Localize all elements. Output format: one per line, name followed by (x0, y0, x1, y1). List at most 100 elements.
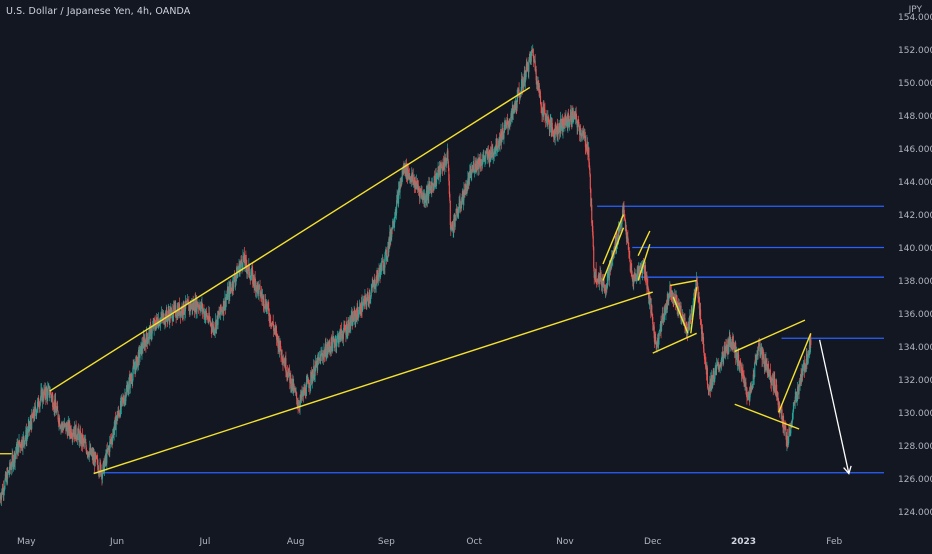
candle-body (646, 274, 648, 289)
candle-body (299, 400, 301, 408)
candle-body (279, 340, 282, 350)
currency-unit-label: JPY (908, 5, 922, 15)
candle-body (528, 59, 530, 73)
candle-body (442, 162, 445, 170)
candle-body (129, 375, 131, 388)
candle-body (629, 258, 631, 262)
candle-body (371, 288, 373, 291)
candle-body (139, 346, 142, 354)
candle-body (354, 310, 356, 313)
candle-body (202, 310, 204, 312)
candle-body (275, 330, 277, 332)
candle-body (281, 350, 283, 360)
candle-body (386, 255, 388, 259)
candle-body (581, 132, 584, 134)
candle-body (379, 268, 381, 272)
candle-body (72, 434, 74, 438)
price-axis[interactable]: 124.000 126.000 128.000 130.000 132.000 134.0… (884, 0, 932, 550)
candle-body (558, 126, 560, 134)
candle-body (45, 389, 47, 399)
candle-body (190, 306, 192, 310)
candle-body (564, 115, 566, 118)
candle-body (627, 242, 629, 250)
candle-body (378, 273, 380, 280)
candle-body (444, 157, 446, 162)
candle-body (658, 331, 660, 339)
candle-body (801, 368, 803, 383)
candle-body (773, 387, 775, 389)
candle-body (720, 358, 723, 366)
candle-body (400, 177, 402, 187)
candle-body (517, 91, 519, 95)
candle-body (174, 305, 176, 309)
candle-body (329, 345, 331, 350)
time-axis-bg (0, 528, 932, 550)
candle-body (29, 425, 31, 429)
candle-body (434, 182, 436, 186)
candle-body (760, 348, 762, 355)
candle-body (187, 300, 189, 303)
candle-body (700, 324, 702, 326)
candle-body (161, 313, 163, 316)
candle-body (258, 285, 260, 294)
candle-body (115, 421, 117, 431)
candle-body (384, 251, 386, 255)
candle-body (175, 316, 177, 318)
candle-body (126, 387, 128, 390)
candle-body (483, 155, 485, 158)
candle-body (213, 326, 215, 334)
candle-body (544, 109, 546, 116)
candle-body (199, 306, 202, 311)
candle-body (471, 169, 473, 175)
candle-body (172, 316, 174, 320)
candle-body (808, 354, 810, 357)
candle-body (147, 340, 149, 343)
candle-body (103, 463, 105, 473)
candle-body (210, 322, 212, 328)
candle-body (52, 395, 54, 408)
candle-body (355, 314, 357, 317)
candle-body (85, 447, 87, 453)
candle-body (346, 324, 348, 336)
candle-body (662, 314, 664, 317)
candle-body (297, 404, 299, 408)
candle-body (661, 318, 663, 323)
candle-body (56, 409, 58, 413)
candle-body (557, 123, 559, 136)
time-axis[interactable]: May Jun Jul Aug Sep Oct Nov Dec 2023 Feb (0, 528, 932, 550)
candle-body (597, 279, 599, 281)
candle-body (385, 249, 387, 260)
candle-body (344, 325, 346, 330)
candle-body (543, 104, 545, 109)
candle-body (443, 158, 445, 170)
candle-body (319, 354, 322, 364)
candle-body (247, 265, 249, 271)
candle-body (77, 428, 80, 434)
candle-body (336, 342, 338, 347)
candle-body (528, 56, 530, 60)
candle-body (101, 474, 104, 479)
candle-body (332, 336, 334, 340)
candle-body (422, 195, 424, 201)
candle-body (359, 306, 361, 314)
candle-body (693, 292, 695, 299)
candle-body (31, 413, 33, 418)
candle-body (535, 69, 537, 81)
candle-body (485, 151, 487, 157)
candle-body (557, 133, 559, 136)
candle-body (671, 293, 673, 298)
candle-body (575, 112, 577, 120)
candle-body (740, 365, 742, 368)
candle-body (777, 397, 779, 405)
price-tick-label: 142.000 (898, 211, 932, 221)
candle-body (779, 402, 781, 411)
candle-body (364, 295, 366, 298)
candle-body (398, 188, 400, 204)
candle-body (467, 178, 469, 179)
candle-body (689, 315, 691, 320)
candle-body (448, 180, 450, 194)
candle-body (419, 189, 421, 198)
candle-body (418, 187, 420, 191)
